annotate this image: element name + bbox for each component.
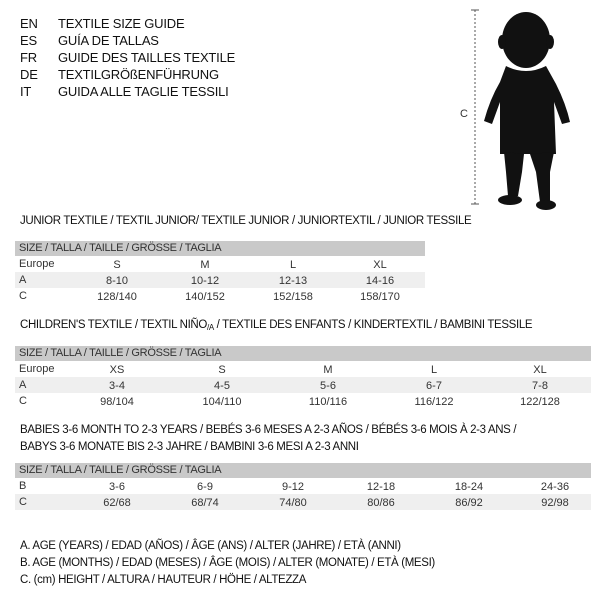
table-row: B 3-6 6-9 9-12 12-18 18-24 24-36 bbox=[15, 478, 591, 494]
table-cell: 110/116 bbox=[308, 396, 348, 408]
table-cell: 18-24 bbox=[454, 481, 484, 493]
table-cell: 8-10 bbox=[105, 275, 129, 287]
table-cell: 158/170 bbox=[360, 291, 400, 303]
children-size-table: SIZE / TALLA / TAILLE / GRÖSSE / TAGLIA … bbox=[15, 346, 591, 409]
lang-title: GUIDA ALLE TAGLIE TESSILI bbox=[58, 84, 229, 99]
junior-size-table: SIZE / TALLA / TAILLE / GRÖSSE / TAGLIA … bbox=[15, 241, 425, 304]
table-cell: 12-18 bbox=[366, 481, 396, 493]
table-cell: L bbox=[430, 364, 438, 376]
row-label: C bbox=[19, 496, 27, 508]
table-cell: 98/104 bbox=[100, 396, 134, 408]
lang-title: TEXTILE SIZE GUIDE bbox=[58, 16, 185, 31]
table-cell: 3-6 bbox=[109, 481, 125, 493]
table-cell: 116/122 bbox=[414, 396, 454, 408]
table-cell: S bbox=[218, 364, 226, 376]
table-cell: 7-8 bbox=[532, 380, 548, 392]
lang-title: GUIDE DES TAILLES TEXTILE bbox=[58, 50, 236, 65]
title-subscript: /A bbox=[206, 323, 214, 332]
legend-item-b: B. AGE (MONTHS) / EDAD (MESES) / ÂGE (MO… bbox=[20, 557, 435, 569]
table-cell: M bbox=[323, 364, 333, 376]
size-header-bar: SIZE / TALLA / TAILLE / GRÖSSE / TAGLIA bbox=[15, 463, 591, 478]
title-part: / TEXTILE DES ENFANTS / KINDERTEXTIL / B… bbox=[213, 319, 533, 331]
legend: A. AGE (YEARS) / EDAD (AÑOS) / ÂGE (ANS)… bbox=[20, 538, 435, 589]
table-cell: 12-13 bbox=[278, 275, 308, 287]
table-cell: XS bbox=[109, 364, 125, 376]
table-cell: 140/152 bbox=[185, 291, 225, 303]
height-label: C bbox=[460, 108, 468, 120]
table-row: C 128/140 140/152 152/158 158/170 bbox=[15, 288, 425, 304]
table-cell: 3-4 bbox=[109, 380, 125, 392]
junior-section-title: JUNIOR TEXTILE / TEXTIL JUNIOR/ TEXTILE … bbox=[20, 215, 472, 227]
row-label: C bbox=[19, 395, 27, 407]
lang-code: ES bbox=[20, 33, 37, 48]
table-cell: 5-6 bbox=[320, 380, 336, 392]
table-cell: 128/140 bbox=[97, 291, 137, 303]
row-label: Europe bbox=[19, 258, 55, 270]
table-cell: XL bbox=[373, 259, 387, 271]
table-cell: 24-36 bbox=[540, 481, 570, 493]
table-row: A 8-10 10-12 12-13 14-16 bbox=[15, 272, 425, 288]
table-cell: 6-9 bbox=[197, 481, 213, 493]
lang-code: DE bbox=[20, 67, 38, 82]
table-cell: 4-5 bbox=[214, 380, 230, 392]
title-part: CHILDREN'S TEXTILE / TEXTIL NIÑO bbox=[20, 319, 207, 331]
legend-item-c: C. (cm) HEIGHT / ALTURA / HAUTEUR / HÖHE… bbox=[20, 574, 307, 586]
table-cell: XL bbox=[533, 364, 547, 376]
lang-title: TEXTILGRÖßENFÜHRUNG bbox=[58, 67, 219, 82]
row-label: B bbox=[19, 480, 27, 492]
table-cell: 9-12 bbox=[281, 481, 305, 493]
lang-code: IT bbox=[20, 84, 32, 99]
table-cell: M bbox=[200, 259, 210, 271]
table-row: Europe XS S M L XL bbox=[15, 361, 591, 377]
table-cell: 10-12 bbox=[190, 275, 220, 287]
lang-code: EN bbox=[20, 16, 38, 31]
table-row: C 62/68 68/74 74/80 80/86 86/92 92/98 bbox=[15, 494, 591, 510]
babies-section-title-line2: BABYS 3-6 MONATE BIS 2-3 JAHRE / BAMBINI… bbox=[20, 441, 359, 453]
child-silhouette-icon bbox=[471, 9, 570, 210]
table-cell: 80/86 bbox=[367, 497, 395, 509]
table-cell: 62/68 bbox=[103, 497, 131, 509]
babies-section-title-line1: BABIES 3-6 MONTH TO 2-3 YEARS / BEBÉS 3-… bbox=[20, 424, 517, 436]
lang-code: FR bbox=[20, 50, 37, 65]
table-cell: L bbox=[289, 259, 297, 271]
row-label: C bbox=[19, 290, 27, 302]
table-row: C 98/104 104/110 110/116 116/122 122/128 bbox=[15, 393, 591, 409]
table-row: Europe S M L XL bbox=[15, 256, 425, 272]
legend-item-a: A. AGE (YEARS) / EDAD (AÑOS) / ÂGE (ANS)… bbox=[20, 540, 401, 552]
babies-size-table: SIZE / TALLA / TAILLE / GRÖSSE / TAGLIA … bbox=[15, 463, 591, 510]
row-label: A bbox=[19, 274, 27, 286]
lang-title: GUÍA DE TALLAS bbox=[58, 33, 159, 48]
table-cell: 68/74 bbox=[191, 497, 219, 509]
table-row: A 3-4 4-5 5-6 6-7 7-8 bbox=[15, 377, 591, 393]
table-cell: 6-7 bbox=[426, 380, 442, 392]
table-cell: 86/92 bbox=[455, 497, 483, 509]
row-label: Europe bbox=[19, 363, 55, 375]
table-cell: 74/80 bbox=[279, 497, 307, 509]
table-cell: 92/98 bbox=[541, 497, 569, 509]
language-codes: EN ES FR DE IT bbox=[20, 15, 38, 100]
table-cell: 104/110 bbox=[202, 396, 242, 408]
row-label: A bbox=[19, 379, 27, 391]
language-titles: TEXTILE SIZE GUIDE GUÍA DE TALLAS GUIDE … bbox=[58, 15, 235, 100]
table-cell: 152/158 bbox=[273, 291, 313, 303]
size-header-bar: SIZE / TALLA / TAILLE / GRÖSSE / TAGLIA bbox=[15, 346, 591, 361]
table-cell: S bbox=[113, 259, 121, 271]
children-section-title: CHILDREN'S TEXTILE / TEXTIL NIÑO/A / TEX… bbox=[20, 319, 533, 332]
table-cell: 122/128 bbox=[520, 396, 560, 408]
table-cell: 14-16 bbox=[365, 275, 395, 287]
size-header-bar: SIZE / TALLA / TAILLE / GRÖSSE / TAGLIA bbox=[15, 241, 425, 256]
